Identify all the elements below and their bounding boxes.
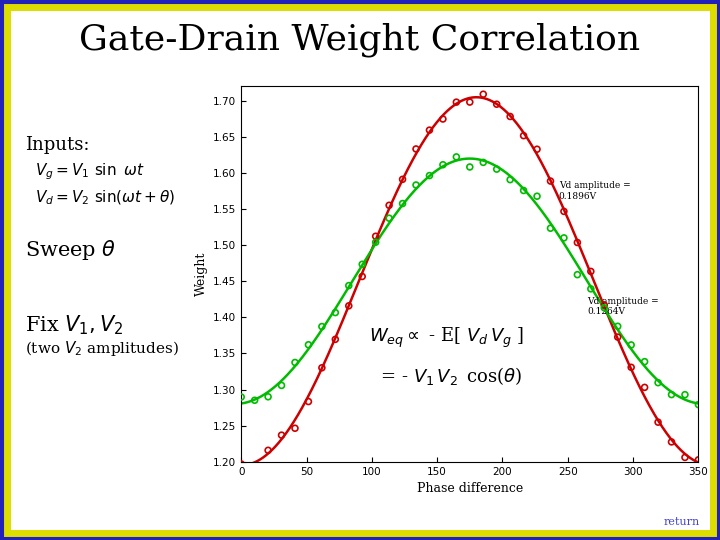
- Point: [666, 390, 678, 399]
- Y-axis label: Weight: Weight: [194, 252, 207, 296]
- Point: [585, 267, 597, 276]
- Point: [464, 98, 475, 106]
- Point: [545, 177, 557, 185]
- Point: [289, 358, 301, 367]
- Point: [491, 100, 503, 109]
- Point: [451, 98, 462, 106]
- Point: [262, 446, 274, 455]
- Point: [437, 160, 449, 169]
- Point: [423, 126, 435, 134]
- Point: [464, 163, 475, 171]
- Text: Vd amplitude =
0.1264V: Vd amplitude = 0.1264V: [588, 297, 659, 316]
- Point: [235, 460, 247, 468]
- Point: [518, 131, 529, 140]
- Point: [356, 260, 368, 268]
- Point: [397, 199, 408, 208]
- Point: [383, 201, 395, 210]
- Point: [356, 272, 368, 281]
- Point: [639, 357, 650, 366]
- Point: [639, 383, 650, 391]
- Point: [316, 322, 328, 331]
- Point: [679, 453, 690, 462]
- Point: [505, 176, 516, 184]
- Point: [437, 114, 449, 123]
- Point: [531, 192, 543, 200]
- Point: [330, 308, 341, 317]
- Text: Gate-Drain Weight Correlation: Gate-Drain Weight Correlation: [79, 23, 641, 57]
- Point: [558, 234, 570, 242]
- Point: [598, 301, 610, 309]
- Point: [276, 431, 287, 440]
- Point: [666, 437, 678, 446]
- Point: [423, 171, 435, 180]
- Text: Fix $V_1, V_2$: Fix $V_1, V_2$: [25, 313, 124, 337]
- Point: [343, 301, 354, 310]
- Text: $V_d = V_2\ \sin(\omega t + \theta)$: $V_d = V_2\ \sin(\omega t + \theta)$: [35, 189, 175, 207]
- Text: $W_{eq} \propto$ - E[ $V_d\, V_g$ ]
  = - $V_1\, V_2\,$ cos($\theta$): $W_{eq} \propto$ - E[ $V_d\, V_g$ ] = - …: [369, 326, 524, 387]
- Point: [572, 271, 583, 279]
- Point: [343, 281, 354, 290]
- Point: [477, 90, 489, 98]
- Point: [249, 463, 261, 471]
- Point: [477, 158, 489, 167]
- Point: [545, 224, 557, 233]
- Point: [585, 285, 597, 293]
- Point: [612, 333, 624, 341]
- Point: [370, 238, 382, 247]
- Point: [249, 396, 261, 404]
- Point: [235, 393, 247, 401]
- Point: [679, 390, 690, 399]
- Point: [693, 400, 704, 409]
- Point: [652, 379, 664, 387]
- Point: [558, 207, 570, 215]
- Point: [397, 175, 408, 184]
- Text: $V_g = V_1\ \sin\ \omega t$: $V_g = V_1\ \sin\ \omega t$: [35, 161, 145, 183]
- Point: [652, 418, 664, 427]
- Text: Sweep $\theta$: Sweep $\theta$: [25, 238, 116, 262]
- Point: [572, 238, 583, 247]
- Point: [491, 165, 503, 173]
- Point: [505, 112, 516, 121]
- Point: [370, 232, 382, 240]
- Point: [612, 322, 624, 330]
- Point: [410, 181, 422, 190]
- Text: Inputs:: Inputs:: [25, 136, 89, 154]
- Point: [626, 363, 637, 372]
- Text: return: return: [664, 517, 700, 527]
- Text: Vd amplitude =
0.1896V: Vd amplitude = 0.1896V: [559, 181, 630, 201]
- Point: [410, 145, 422, 153]
- Point: [518, 186, 529, 195]
- Point: [302, 397, 314, 406]
- Point: [693, 456, 704, 464]
- Text: (two $V_2$ amplitudes): (two $V_2$ amplitudes): [25, 339, 179, 357]
- Point: [383, 214, 395, 222]
- Point: [626, 341, 637, 349]
- Point: [289, 424, 301, 433]
- Point: [451, 153, 462, 161]
- X-axis label: Phase difference: Phase difference: [417, 482, 523, 495]
- Point: [262, 393, 274, 401]
- Point: [531, 145, 543, 153]
- Point: [316, 363, 328, 372]
- Point: [276, 381, 287, 390]
- Point: [302, 340, 314, 349]
- Point: [330, 335, 341, 343]
- Point: [598, 303, 610, 312]
